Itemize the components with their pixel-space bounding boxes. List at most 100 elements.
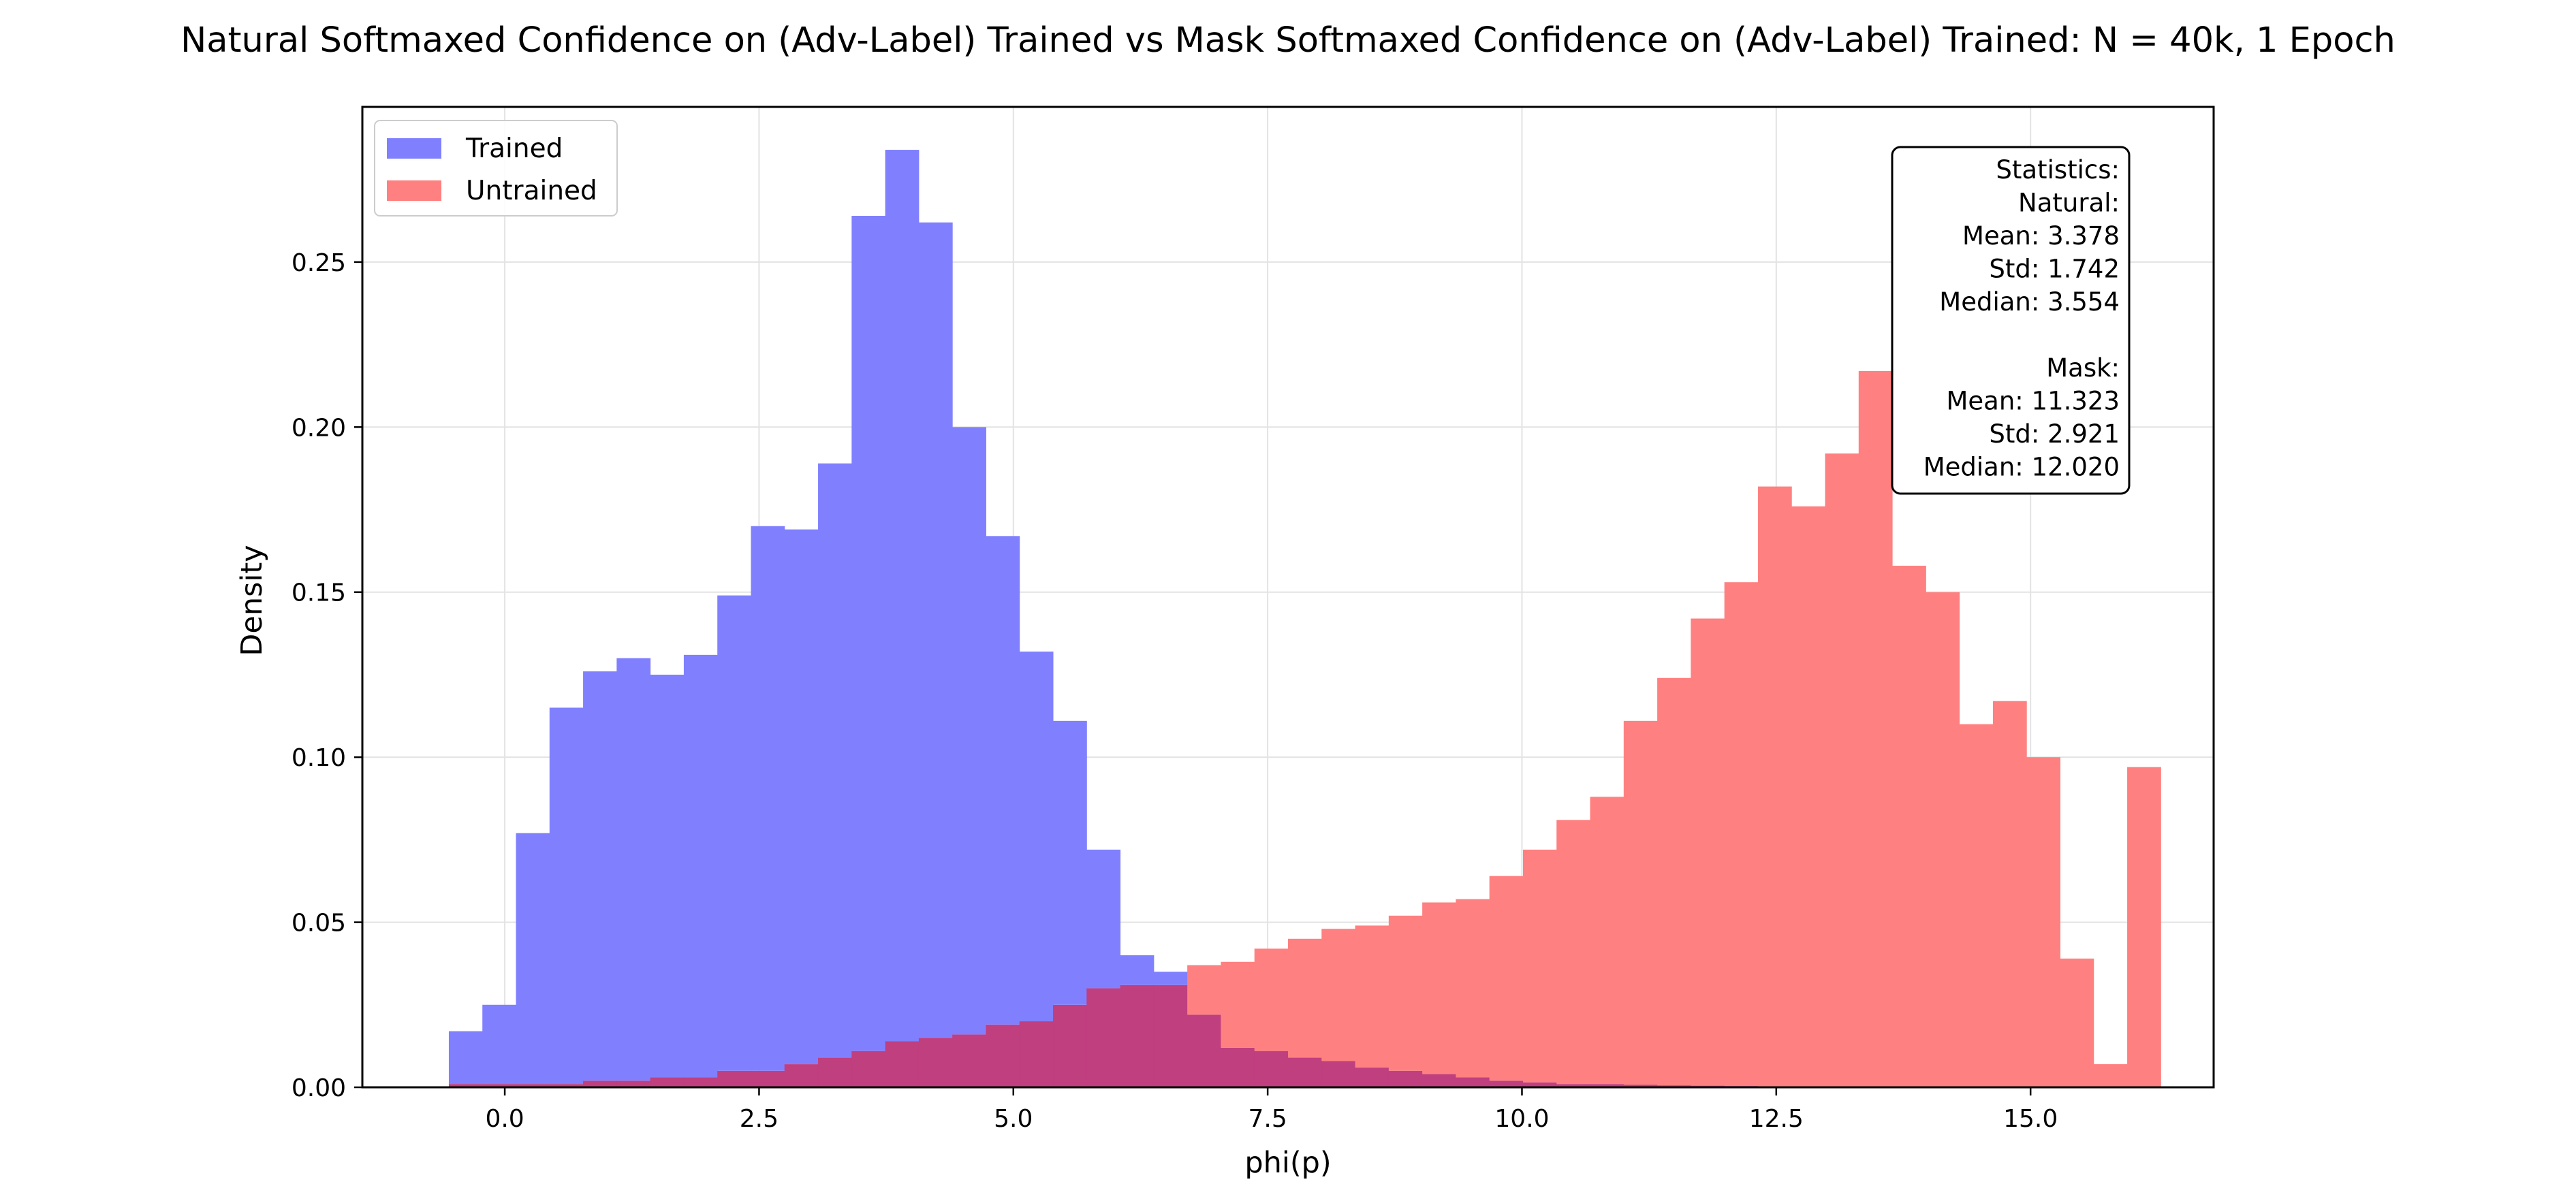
statistics-line: Std: 2.921 xyxy=(1989,419,2120,449)
bar-untrained xyxy=(1825,453,1859,1087)
bar-trained xyxy=(851,216,886,1051)
plot-frame xyxy=(361,106,2215,1089)
bar-overlap xyxy=(986,1024,1020,1087)
bar-overlap xyxy=(1556,1084,1591,1087)
y-tick-label: 0.20 xyxy=(292,414,346,442)
bar-untrained xyxy=(1522,849,1557,1083)
bar-overlap xyxy=(1388,1070,1423,1087)
bar-overlap xyxy=(616,1080,651,1087)
bar-untrained xyxy=(1489,876,1524,1081)
bar-trained xyxy=(717,595,751,1071)
bar-overlap xyxy=(918,1038,953,1087)
y-tick-label: 0.10 xyxy=(292,744,346,772)
bar-trained xyxy=(1120,955,1155,985)
bar-untrained xyxy=(1791,506,1826,1087)
bar-untrained xyxy=(1254,948,1289,1051)
bar-overlap xyxy=(516,1084,550,1087)
bar-overlap xyxy=(448,1084,483,1087)
x-axis-label: phi(p) xyxy=(1244,1146,1331,1180)
bar-trained xyxy=(683,654,718,1078)
bar-untrained xyxy=(1288,938,1322,1058)
bar-overlap xyxy=(650,1077,685,1087)
bar-untrained xyxy=(1556,820,1591,1085)
bar-untrained xyxy=(2060,958,2094,1087)
bar-overlap xyxy=(1187,1014,1221,1087)
bar-untrained xyxy=(1757,486,1792,1087)
bar-overlap xyxy=(1422,1074,1456,1087)
x-tick-label: 10.0 xyxy=(1494,1105,1549,1133)
y-tick-label: 0.15 xyxy=(292,579,346,607)
bar-trained xyxy=(583,671,617,1081)
y-tick-label: 0.25 xyxy=(292,249,346,277)
statistics-line: Median: 12.020 xyxy=(1923,453,2120,482)
bar-trained xyxy=(952,427,986,1035)
bar-overlap xyxy=(1321,1061,1356,1087)
bar-untrained xyxy=(1992,701,2027,1087)
statistics-box: Statistics: Natural: Mean: 3.378 Std: 1.742… xyxy=(1891,146,2131,495)
bar-overlap xyxy=(952,1034,986,1087)
bar-untrained xyxy=(1657,677,1691,1086)
bar-trained xyxy=(885,150,920,1042)
histogram-bars xyxy=(448,150,2161,1087)
bar-trained xyxy=(1019,652,1054,1022)
statistics-box-frame xyxy=(1891,146,2131,495)
bar-trained xyxy=(448,1031,483,1085)
bar-overlap xyxy=(583,1080,617,1087)
bar-overlap xyxy=(717,1070,751,1087)
bar-untrained xyxy=(1221,961,1255,1048)
bar-untrained xyxy=(1187,965,1221,1015)
bar-untrained xyxy=(1623,720,1658,1085)
legend: Trained Untrained xyxy=(374,120,618,217)
bar-trained xyxy=(1153,972,1188,985)
bar-overlap xyxy=(1019,1021,1054,1087)
bar-trained xyxy=(1086,849,1121,989)
bar-untrained xyxy=(1422,902,1456,1074)
bar-overlap xyxy=(1221,1047,1255,1087)
bar-overlap xyxy=(1086,988,1121,1087)
bar-trained xyxy=(986,536,1020,1025)
statistics-line: Median: 3.554 xyxy=(1939,287,2120,317)
bar-trained xyxy=(516,833,550,1085)
bar-overlap xyxy=(1254,1051,1289,1087)
legend-swatch xyxy=(387,138,441,159)
bar-overlap xyxy=(1489,1080,1524,1087)
bar-trained xyxy=(616,658,651,1081)
bar-overlap xyxy=(549,1084,584,1087)
bar-overlap xyxy=(1120,984,1155,1087)
bar-untrained xyxy=(2127,767,2161,1087)
bar-overlap xyxy=(818,1057,852,1087)
bar-untrained xyxy=(1355,925,1389,1068)
y-tick-label: 0.05 xyxy=(292,910,346,938)
legend-label: Trained xyxy=(465,133,563,164)
bar-overlap xyxy=(885,1041,920,1087)
bar-overlap xyxy=(1355,1067,1389,1087)
bar-overlap xyxy=(683,1077,718,1087)
bar-overlap xyxy=(1456,1077,1490,1087)
statistics-line: Natural: xyxy=(2018,189,2120,218)
bar-overlap xyxy=(851,1051,886,1087)
bar-untrained xyxy=(1724,582,1759,1087)
bar-trained xyxy=(650,674,685,1078)
bar-overlap xyxy=(784,1064,819,1087)
bar-trained xyxy=(482,1004,517,1085)
bar-untrained xyxy=(1388,915,1423,1071)
bar-overlap xyxy=(751,1070,785,1087)
bar-untrained xyxy=(1321,929,1356,1061)
x-tick-label: 15.0 xyxy=(2003,1105,2058,1133)
bar-overlap xyxy=(1590,1084,1624,1087)
statistics-line: Std: 1.742 xyxy=(1989,255,2120,284)
bar-trained xyxy=(818,463,852,1058)
bar-trained xyxy=(784,529,819,1065)
x-tick-label: 12.5 xyxy=(1749,1105,1804,1133)
statistics-line: Mean: 11.323 xyxy=(1946,387,2120,416)
bar-overlap xyxy=(1288,1057,1322,1087)
legend-swatch xyxy=(387,180,441,201)
bar-untrained xyxy=(1691,618,1725,1086)
bar-untrained xyxy=(1959,724,1994,1087)
x-tick-label: 7.5 xyxy=(1248,1105,1287,1133)
bar-untrained xyxy=(2093,1064,2128,1087)
x-tick-label: 5.0 xyxy=(994,1105,1033,1133)
bar-trained xyxy=(549,707,584,1085)
bar-overlap xyxy=(1053,1004,1087,1087)
